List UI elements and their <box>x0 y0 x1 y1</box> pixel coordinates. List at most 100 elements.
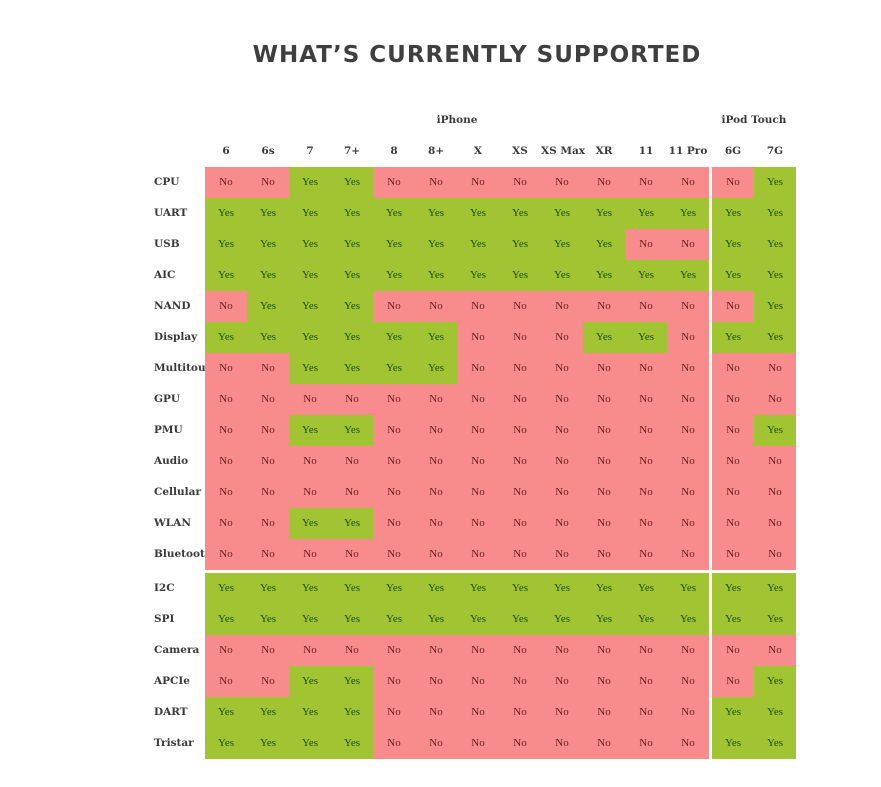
cell-no: No <box>754 539 796 570</box>
cell-yes: Yes <box>625 198 667 229</box>
cell-yes: Yes <box>373 260 415 291</box>
cell-no: No <box>625 635 667 666</box>
row-label: Display <box>154 331 198 343</box>
cell-yes: Yes <box>754 666 796 697</box>
cell-no: No <box>667 384 709 415</box>
cell-yes: Yes <box>754 198 796 229</box>
cell-yes: Yes <box>415 322 457 353</box>
cell-no: No <box>667 697 709 728</box>
cell-yes: Yes <box>415 353 457 384</box>
cell-no: No <box>247 539 289 570</box>
cell-no: No <box>541 291 583 322</box>
cell-yes: Yes <box>499 260 541 291</box>
cell-no: No <box>667 539 709 570</box>
cell-yes: Yes <box>331 508 373 539</box>
cell-no: No <box>373 697 415 728</box>
cell-yes: Yes <box>457 229 499 260</box>
row-label: AIC <box>154 269 176 281</box>
cell-yes: Yes <box>247 697 289 728</box>
cell-no: No <box>373 384 415 415</box>
cell-no: No <box>331 446 373 477</box>
cell-no: No <box>415 508 457 539</box>
cell-no: No <box>499 477 541 508</box>
row-label: Audio <box>154 455 189 467</box>
cell-yes: Yes <box>289 229 331 260</box>
row-label: GPU <box>154 393 181 405</box>
cell-yes: Yes <box>625 573 667 604</box>
cell-no: No <box>373 635 415 666</box>
cell-yes: Yes <box>667 260 709 291</box>
cell-yes: Yes <box>667 604 709 635</box>
cell-no: No <box>625 291 667 322</box>
cell-yes: Yes <box>712 697 754 728</box>
group-label-iphone: iPhone <box>436 114 478 126</box>
cell-no: No <box>625 446 667 477</box>
cell-yes: Yes <box>625 604 667 635</box>
row-label: CPU <box>154 176 180 188</box>
cell-no: No <box>373 291 415 322</box>
cell-no: No <box>712 291 754 322</box>
cell-no: No <box>247 384 289 415</box>
cell-yes: Yes <box>415 260 457 291</box>
cell-no: No <box>625 415 667 446</box>
cell-no: No <box>373 415 415 446</box>
cell-no: No <box>247 446 289 477</box>
column-header: 6s <box>261 145 275 157</box>
cell-yes: Yes <box>247 291 289 322</box>
cell-yes: Yes <box>754 167 796 198</box>
cell-no: No <box>754 384 796 415</box>
cell-yes: Yes <box>712 198 754 229</box>
cell-no: No <box>415 539 457 570</box>
cell-no: No <box>625 167 667 198</box>
cell-no: No <box>415 635 457 666</box>
cell-no: No <box>415 477 457 508</box>
cell-no: No <box>373 508 415 539</box>
cell-yes: Yes <box>712 573 754 604</box>
group-label-ipod-touch: iPod Touch <box>721 114 787 126</box>
cell-yes: Yes <box>289 508 331 539</box>
row-label: Tristar <box>154 737 194 749</box>
cell-no: No <box>625 508 667 539</box>
row-label: NAND <box>154 300 191 312</box>
cell-no: No <box>499 635 541 666</box>
cell-yes: Yes <box>712 260 754 291</box>
cell-no: No <box>667 322 709 353</box>
column-header: 7+ <box>343 145 361 157</box>
row-label: UART <box>154 207 188 219</box>
cell-yes: Yes <box>247 198 289 229</box>
cell-no: No <box>457 508 499 539</box>
cell-yes: Yes <box>754 291 796 322</box>
cell-no: No <box>667 635 709 666</box>
cell-no: No <box>457 167 499 198</box>
cell-no: No <box>583 697 625 728</box>
cell-yes: Yes <box>289 260 331 291</box>
cell-no: No <box>667 415 709 446</box>
cell-no: No <box>541 384 583 415</box>
page-title: WHAT’S CURRENTLY SUPPORTED <box>252 42 702 68</box>
row-label: SPI <box>154 613 175 625</box>
cell-no: No <box>754 353 796 384</box>
cell-no: No <box>331 477 373 508</box>
cell-yes: Yes <box>541 604 583 635</box>
cell-no: No <box>625 697 667 728</box>
cell-no: No <box>457 291 499 322</box>
cell-no: No <box>457 697 499 728</box>
cell-yes: Yes <box>415 604 457 635</box>
column-header: 7G <box>766 145 784 157</box>
cell-no: No <box>541 446 583 477</box>
cell-no: No <box>712 508 754 539</box>
column-header: 6G <box>724 145 742 157</box>
cell-yes: Yes <box>331 229 373 260</box>
cell-no: No <box>583 728 625 759</box>
cell-yes: Yes <box>625 322 667 353</box>
cell-no: No <box>457 539 499 570</box>
row-label: Multitouch <box>154 362 220 374</box>
cell-yes: Yes <box>415 198 457 229</box>
cell-no: No <box>541 666 583 697</box>
column-header: XR <box>595 145 613 157</box>
cell-no: No <box>247 666 289 697</box>
cell-no: No <box>583 508 625 539</box>
cell-yes: Yes <box>373 198 415 229</box>
cell-no: No <box>289 477 331 508</box>
row-label: DART <box>154 706 188 718</box>
